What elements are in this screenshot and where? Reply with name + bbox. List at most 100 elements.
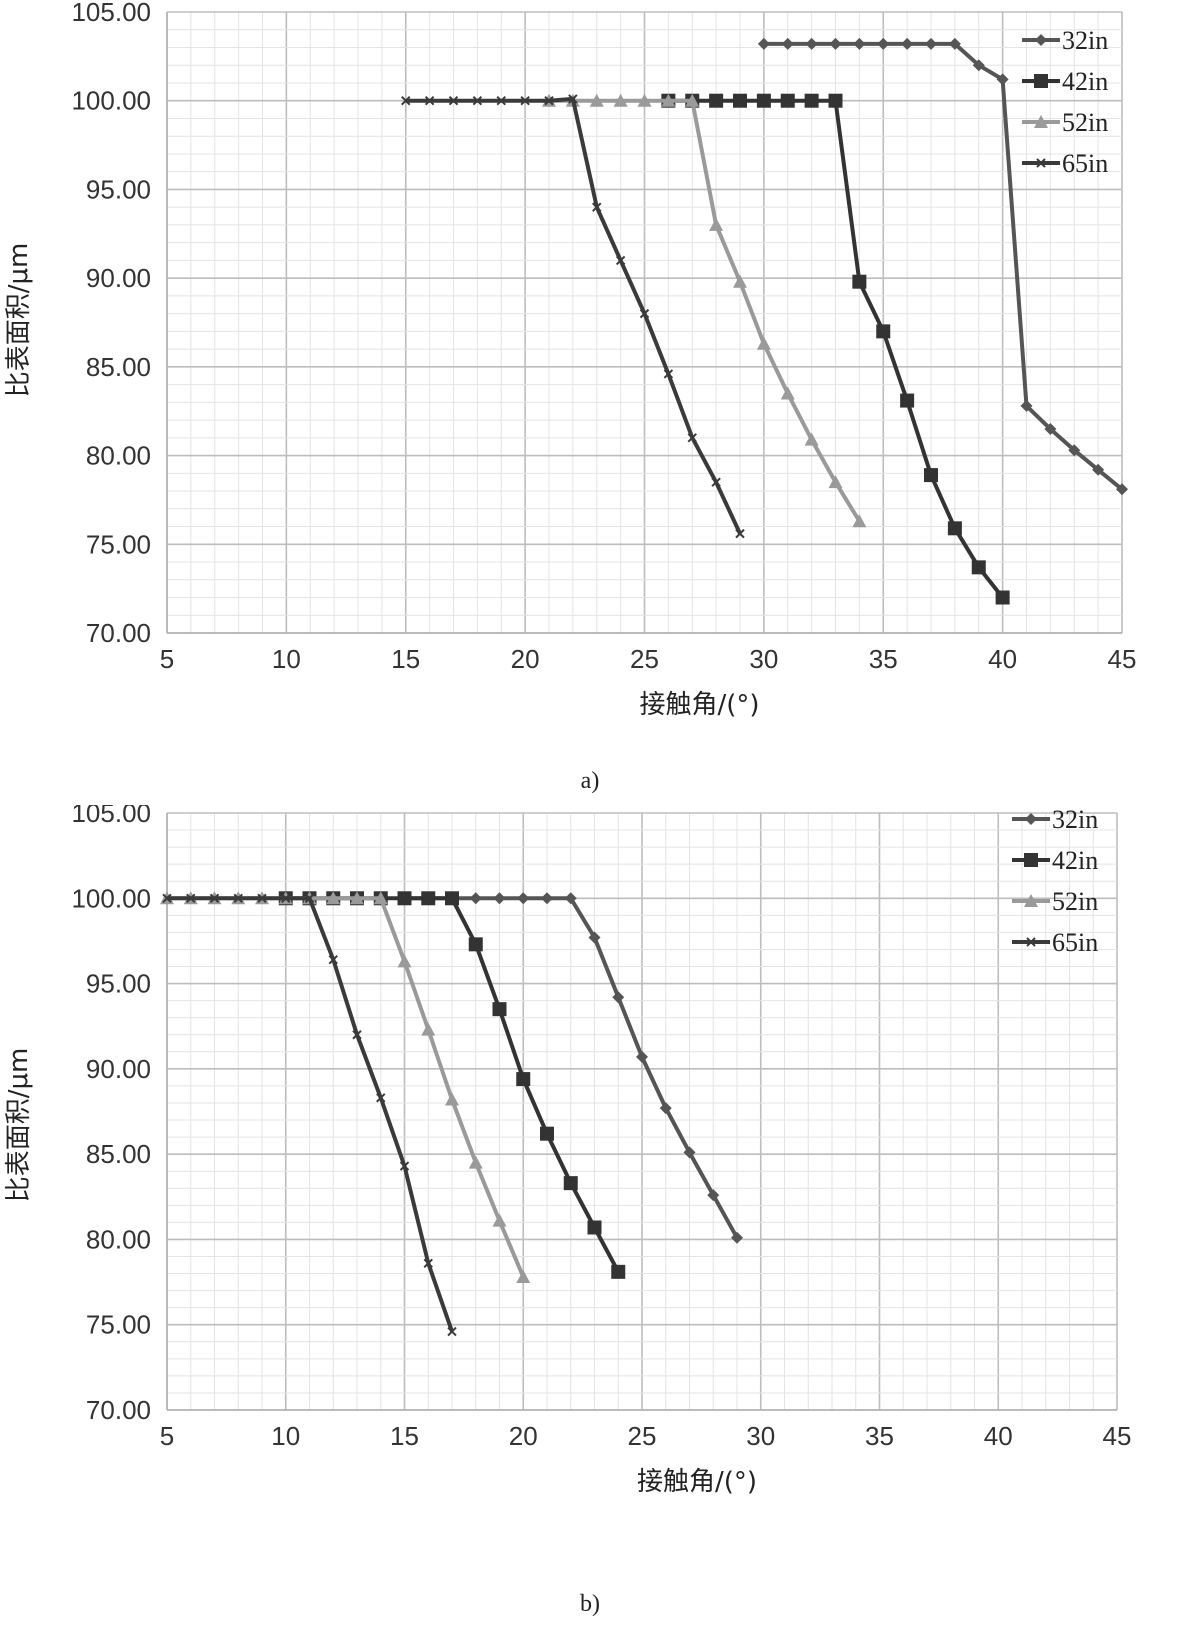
legend-swatch-marker [1024,853,1038,867]
chart-b-svg: 5 10 15 20 25 30 35 40 45 70.00 75.00 80.00 85.00 90.… [4,805,1132,1497]
x-tick-label: 35 [865,1421,894,1451]
data-point-65in [496,96,506,106]
series-line-52in [549,98,862,523]
y-tick-label: 75.00 [86,529,151,559]
data-point-65in [544,96,554,106]
legend-label: 32in [1052,805,1098,834]
data-point-32in [805,37,818,50]
data-point-42in [587,1220,602,1235]
legend-label: 32in [1062,26,1108,55]
data-point-65in [424,96,435,106]
y-tick-label: 95.00 [86,174,151,204]
x-tick-label: 15 [391,644,420,674]
data-point-52in [445,1092,459,1106]
data-point-42in [756,93,771,108]
data-point-32in [517,892,530,905]
x-tick-label: 30 [749,644,778,674]
legend-label: 42in [1052,846,1098,875]
data-point-52in [421,1022,436,1036]
data-point-52in [326,891,341,905]
data-point-42in [971,560,986,575]
data-point-52in [468,1155,483,1169]
grid [166,812,1118,1411]
y-tick-label: 75.00 [86,1310,151,1340]
panel-label-a: a) [580,768,600,794]
y-tick-label: 105.00 [71,0,151,27]
data-point-65in [711,477,721,487]
data-point-65in [376,1093,386,1103]
data-point-52in [828,475,843,489]
data-point-52in [637,93,652,107]
data-point-65in [423,1258,433,1269]
data-point-65in [401,96,411,106]
data-point-65in [281,893,291,903]
data-point-52in [733,274,747,288]
data-point-42in [611,1264,626,1279]
legend-label: 52in [1062,108,1108,137]
data-point-52in [492,1213,507,1227]
y-tick-label: 70.00 [86,618,151,648]
y-tick-label: 70.00 [86,1395,151,1425]
legend-item-32in: 32in [1022,26,1108,55]
data-point-65in [162,893,172,903]
legend-swatch-marker [1034,115,1048,128]
series-32in [757,37,1128,496]
panel-label-b: b) [580,1591,600,1617]
data-point-65in [352,1030,362,1040]
legend-swatch-marker [1024,894,1038,907]
data-point-42in [733,93,747,108]
data-point-32in [972,59,985,72]
legend-item-65in: 65in [1012,928,1098,957]
data-point-52in [589,93,604,107]
y-tick-label: 85.00 [86,352,151,382]
chart-panel-a: 5 10 15 20 25 30 35 40 45 70.00 75.00 80.00 85.00 90.… [0,0,1180,805]
data-point-32in [781,37,794,50]
series-32in [398,892,743,1244]
data-point-65in [304,893,315,903]
data-point-65in [568,94,578,104]
series-65in [162,893,457,1337]
y-tick-label: 85.00 [86,1139,151,1169]
data-point-65in [663,369,674,379]
data-point-52in [780,386,795,400]
data-point-32in [564,892,577,905]
data-point-32in [588,931,601,944]
data-point-42in [804,93,819,108]
y-tick-label: 80.00 [86,441,151,471]
data-point-42in [995,590,1010,605]
data-point-32in [853,37,866,50]
data-point-52in [661,93,676,107]
data-point-65in [735,528,745,539]
series-42in [661,93,1010,605]
data-point-65in [186,893,196,903]
series-line-52in [167,896,526,1278]
x-tick-label: 25 [630,644,659,674]
data-point-42in [924,468,938,483]
data-point-42in [540,1126,554,1141]
data-point-32in [1092,463,1105,476]
data-point-42in [780,93,795,108]
data-point-42in [852,274,867,289]
data-point-32in [925,37,937,50]
data-point-42in [468,937,483,952]
x-tick-label: 10 [271,1421,300,1451]
series-52in [542,93,867,528]
x-axis-title: 接触角/(°) [639,690,759,720]
legend-item-32in: 32in [1012,805,1098,834]
legend-item-42in: 42in [1022,67,1108,96]
data-point-65in [592,202,602,212]
data-point-42in [828,93,843,108]
data-point-32in [901,37,914,50]
x-axis-title: 接触角/(°) [637,1467,757,1497]
x-tick-label: 25 [628,1421,657,1451]
x-tick-label: 45 [1103,1421,1132,1451]
data-point-52in [350,891,364,905]
data-point-32in [707,1189,720,1202]
legend-label: 42in [1062,67,1108,96]
data-point-32in [612,991,625,1004]
data-point-52in [397,954,412,968]
legend-swatch-marker [1025,813,1037,825]
data-point-42in [445,891,459,906]
x-tick-label: 40 [988,644,1017,674]
x-tick-label: 10 [272,644,301,674]
